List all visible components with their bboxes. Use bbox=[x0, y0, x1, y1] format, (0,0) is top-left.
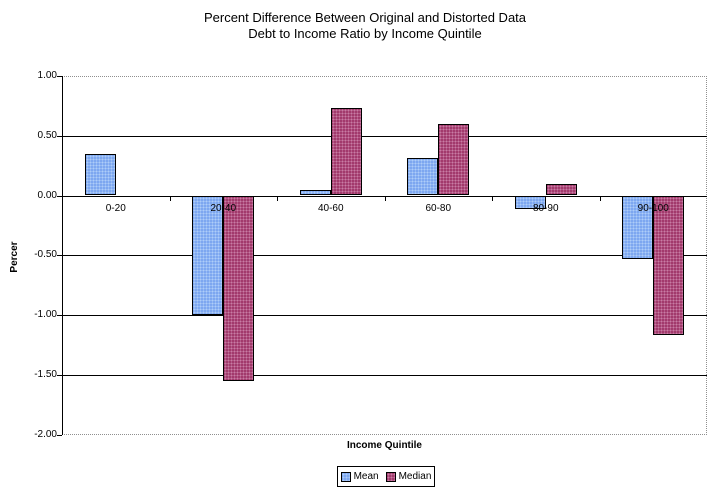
chart-subtitle: Debt to Income Ratio by Income Quintile bbox=[248, 26, 482, 41]
category-label-20-40: 20-40 bbox=[210, 202, 237, 214]
category-label-0-20: 0-20 bbox=[105, 202, 126, 214]
category-label-40-60: 40-60 bbox=[317, 202, 344, 214]
gridline-0.5 bbox=[62, 135, 707, 137]
category-label-60-80: 60-80 bbox=[425, 202, 452, 214]
bar-mean-40-60 bbox=[299, 189, 331, 196]
y-tick--1.00 bbox=[57, 315, 62, 316]
bar-mean-90-100 bbox=[622, 195, 654, 259]
y-tick-0.50 bbox=[57, 135, 62, 137]
legend-item-mean: Mean bbox=[340, 470, 379, 483]
x-tick-4 bbox=[492, 195, 493, 201]
legend-swatch-mean bbox=[340, 471, 351, 482]
y-tick-label-1.00: 1.00 bbox=[37, 70, 57, 81]
bar-median-80-90 bbox=[545, 183, 577, 196]
x-tick-1 bbox=[169, 195, 171, 201]
gridline--1 bbox=[62, 315, 707, 316]
chart-title: Percent Difference Between Original and … bbox=[203, 10, 527, 25]
x-axis-title: Income Quintile bbox=[346, 440, 422, 451]
y-tick--0.50 bbox=[57, 255, 62, 257]
legend-label-median: Median bbox=[398, 470, 432, 482]
bar-median-20-40 bbox=[223, 195, 255, 381]
chart-title-block: Percent Difference Between Original and … bbox=[18, 10, 712, 42]
bar-median-90-100 bbox=[653, 195, 685, 336]
legend-swatch-median bbox=[385, 471, 396, 482]
legend: Mean Median bbox=[337, 466, 435, 487]
y-tick-label--1.00: -1.00 bbox=[34, 309, 57, 320]
x-tick-5 bbox=[599, 195, 601, 201]
y-tick-label-0.00: 0.00 bbox=[37, 189, 57, 201]
y-tick-label--1.50: -1.50 bbox=[34, 368, 57, 380]
legend-label-mean: Mean bbox=[353, 470, 379, 482]
bar-mean-60-80 bbox=[407, 158, 439, 196]
gridline--0.5 bbox=[62, 255, 707, 257]
gridline--1.5 bbox=[62, 374, 707, 376]
bar-median-60-80 bbox=[438, 123, 470, 196]
y-tick-label-0.50: 0.50 bbox=[37, 129, 57, 141]
legend-item-median: Median bbox=[385, 470, 432, 483]
bar-mean-20-40 bbox=[192, 195, 224, 315]
y-tick-label--2.00: -2.00 bbox=[34, 428, 57, 440]
y-tick--2.00 bbox=[57, 434, 62, 436]
category-label-90-100: 90-100 bbox=[637, 202, 669, 214]
y-tick-label--0.50: -0.50 bbox=[34, 249, 57, 261]
bar-median-40-60 bbox=[330, 108, 362, 196]
y-tick-1.00 bbox=[57, 76, 62, 77]
y-tick--1.50 bbox=[57, 374, 62, 376]
y-axis-line bbox=[62, 76, 63, 435]
category-label-80-90: 80-90 bbox=[532, 202, 559, 214]
x-tick-2 bbox=[277, 195, 278, 201]
bar-mean-0-20 bbox=[84, 153, 116, 196]
y-tick-0.00 bbox=[57, 195, 62, 197]
x-tick-3 bbox=[384, 195, 386, 201]
bar-mean-80-90 bbox=[514, 195, 546, 209]
